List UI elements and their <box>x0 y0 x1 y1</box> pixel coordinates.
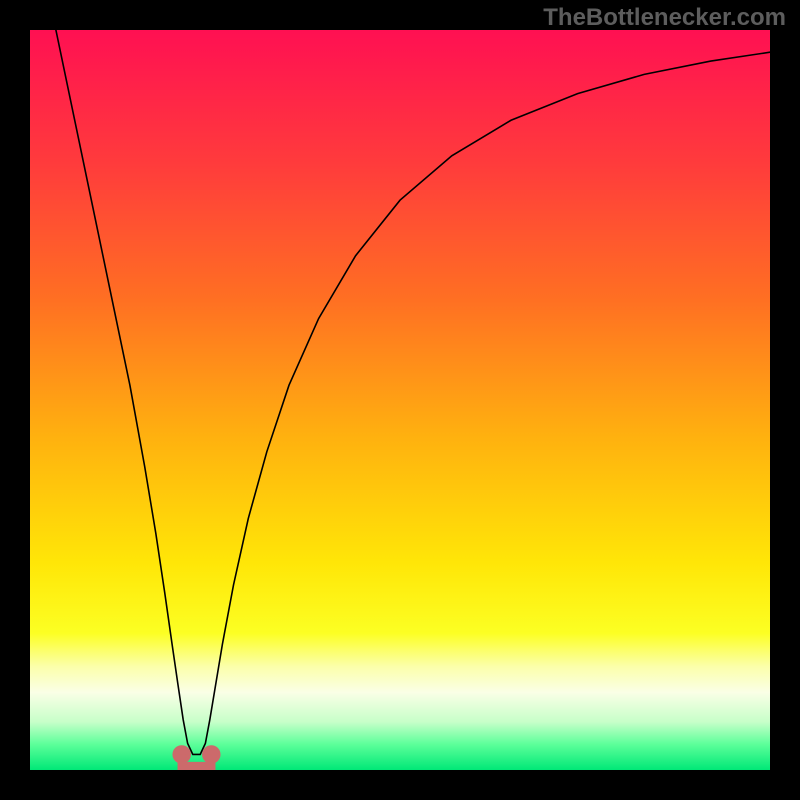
plot-area <box>30 30 770 770</box>
bottleneck-chart <box>30 30 770 770</box>
gradient-background <box>30 30 770 770</box>
watermark-source-label: TheBottlenecker.com <box>543 4 786 32</box>
chart-canvas: TheBottlenecker.com <box>0 0 800 800</box>
